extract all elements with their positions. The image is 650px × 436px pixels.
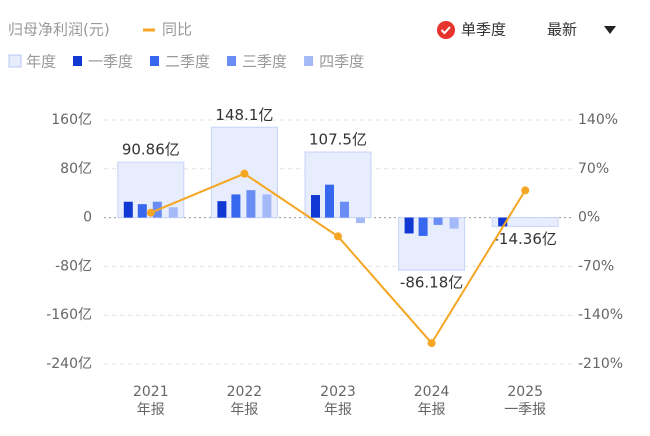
annual-bar	[491, 217, 559, 227]
quarter-bar	[231, 194, 241, 218]
legend-swatch	[150, 56, 160, 66]
quarter-bar	[433, 217, 443, 225]
x-tick-label: 2023	[320, 384, 356, 400]
yoy-point	[240, 169, 249, 178]
y-tick-label: -80亿	[55, 258, 92, 274]
legend-label: 四季度	[319, 53, 364, 71]
y-tick-label: -160亿	[46, 307, 92, 323]
quarter-bar	[418, 217, 428, 236]
y-tick-label: 160亿	[51, 112, 92, 128]
quarter-bar	[246, 190, 256, 218]
yoy-point	[146, 208, 155, 217]
quarter-bar	[404, 217, 414, 234]
value-label: 148.1亿	[215, 106, 273, 124]
legend-swatch	[73, 56, 83, 66]
y2-tick-label: 70%	[578, 161, 609, 177]
x-tick-label: 年报	[324, 402, 352, 418]
x-tick-label: 年报	[418, 402, 446, 418]
value-label: -86.18亿	[400, 274, 463, 292]
y2-tick-label: -140%	[578, 307, 623, 323]
value-label: 107.5亿	[309, 131, 367, 149]
dropdown-arrow[interactable]	[604, 26, 616, 34]
value-label: 90.86亿	[122, 141, 180, 159]
quarter-bar	[262, 194, 272, 218]
y2-tick-label: 140%	[578, 112, 618, 128]
y-tick-label: 0	[83, 210, 92, 226]
chart-title: 归母净利润(元)	[8, 21, 110, 39]
quarter-bar	[168, 207, 178, 218]
legend-swatch	[8, 54, 22, 68]
legend-label: 同比	[162, 21, 192, 39]
y2-tick-label: 0%	[578, 210, 600, 226]
legend-label: 二季度	[165, 53, 210, 71]
y-tick-label: -240亿	[46, 356, 92, 372]
toggle-label[interactable]: 单季度	[461, 21, 506, 39]
legend-label: 一季度	[88, 53, 133, 71]
y2-tick-label: -210%	[578, 356, 623, 372]
quarter-bar	[449, 217, 459, 229]
yoy-point	[334, 232, 342, 241]
x-tick-label: 2024	[414, 384, 450, 400]
quarter-bar	[356, 217, 365, 224]
yoy-point	[427, 339, 436, 348]
quarter-bar	[217, 201, 227, 218]
x-tick-label: 年报	[137, 402, 165, 418]
x-tick-label: 一季报	[504, 402, 546, 418]
legend-label: 年度	[26, 53, 56, 71]
quarter-bar	[311, 195, 320, 218]
y2-tick-label: -70%	[578, 258, 614, 274]
legend-swatch	[304, 56, 314, 66]
y-tick-label: 80亿	[60, 161, 92, 177]
quarter-bar	[340, 201, 349, 218]
quarter-bar	[137, 204, 147, 218]
x-tick-label: 2022	[227, 384, 263, 400]
check	[440, 26, 451, 35]
quarter-bar	[325, 184, 334, 218]
quarter-bar	[498, 217, 508, 227]
x-tick-label: 年报	[230, 402, 258, 418]
value-label: -14.36亿	[494, 230, 557, 248]
yoy-point	[521, 186, 530, 195]
sort-label[interactable]: 最新	[547, 21, 577, 39]
legend-label: 三季度	[242, 53, 287, 71]
legend-swatch	[227, 56, 237, 66]
x-tick-label: 2021	[133, 384, 169, 400]
quarter-bar	[123, 201, 133, 218]
x-tick-label: 2025	[507, 384, 543, 400]
